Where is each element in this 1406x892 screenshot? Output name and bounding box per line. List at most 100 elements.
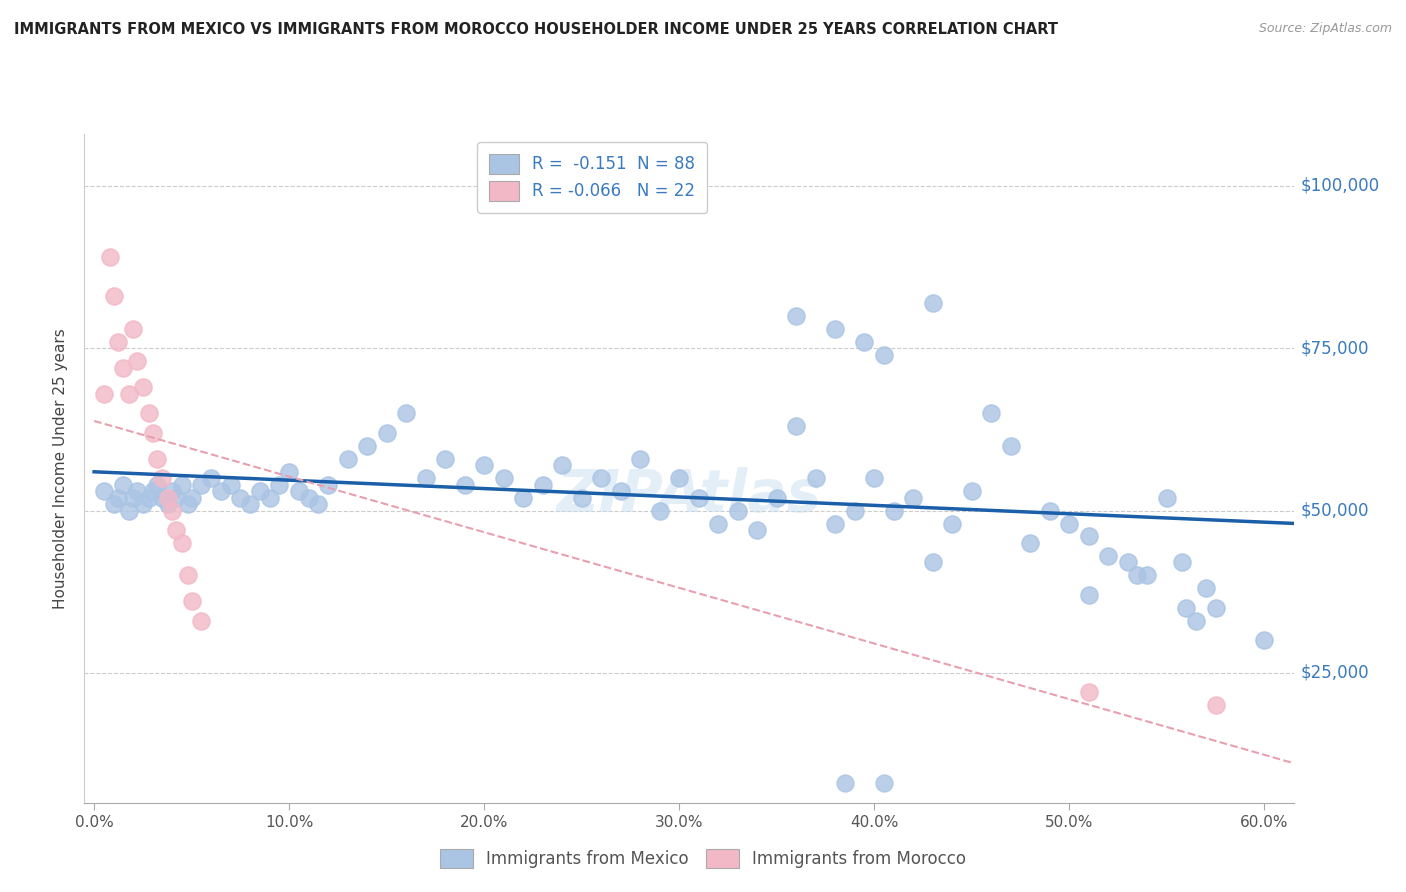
Point bbox=[1077, 529, 1099, 543]
Point bbox=[316, 477, 339, 491]
Point bbox=[1126, 568, 1149, 582]
Point bbox=[165, 491, 187, 505]
Point bbox=[1205, 698, 1227, 713]
Point bbox=[103, 289, 125, 303]
Point bbox=[834, 776, 856, 790]
Point bbox=[118, 386, 141, 401]
Point bbox=[1000, 439, 1022, 453]
Point bbox=[1156, 491, 1178, 505]
Legend: R =  -0.151  N = 88, R = -0.066   N = 22: R = -0.151 N = 88, R = -0.066 N = 22 bbox=[478, 142, 707, 213]
Point bbox=[1116, 556, 1139, 570]
Point bbox=[170, 536, 193, 550]
Point bbox=[804, 471, 827, 485]
Point bbox=[125, 354, 148, 368]
Point bbox=[157, 491, 180, 505]
Point bbox=[628, 451, 651, 466]
Point bbox=[873, 776, 896, 790]
Point bbox=[209, 483, 232, 498]
Point bbox=[356, 439, 378, 453]
Point bbox=[219, 477, 242, 491]
Point bbox=[609, 483, 631, 498]
Text: $25,000: $25,000 bbox=[1301, 664, 1369, 681]
Text: $75,000: $75,000 bbox=[1301, 339, 1369, 357]
Point bbox=[921, 295, 943, 310]
Point bbox=[288, 483, 311, 498]
Point bbox=[1077, 588, 1099, 602]
Point bbox=[1253, 633, 1275, 648]
Point bbox=[415, 471, 437, 485]
Point bbox=[138, 406, 160, 420]
Point bbox=[873, 348, 896, 362]
Point bbox=[1205, 601, 1227, 615]
Point bbox=[200, 471, 222, 485]
Point bbox=[150, 471, 173, 485]
Point bbox=[150, 491, 173, 505]
Point bbox=[122, 321, 145, 335]
Text: ZIPAtlas: ZIPAtlas bbox=[557, 467, 821, 524]
Point bbox=[434, 451, 457, 466]
Point bbox=[980, 406, 1002, 420]
Point bbox=[278, 465, 301, 479]
Point bbox=[165, 523, 187, 537]
Point bbox=[132, 497, 155, 511]
Point bbox=[551, 458, 574, 472]
Point bbox=[103, 497, 125, 511]
Point bbox=[190, 614, 212, 628]
Y-axis label: Householder Income Under 25 years: Householder Income Under 25 years bbox=[53, 328, 69, 608]
Point bbox=[863, 471, 886, 485]
Point bbox=[960, 483, 983, 498]
Point bbox=[132, 380, 155, 394]
Point bbox=[160, 503, 183, 517]
Point bbox=[941, 516, 963, 531]
Point bbox=[138, 491, 160, 505]
Point bbox=[824, 516, 846, 531]
Point bbox=[145, 477, 167, 491]
Point bbox=[336, 451, 359, 466]
Point bbox=[472, 458, 495, 472]
Point bbox=[118, 503, 141, 517]
Point bbox=[747, 523, 769, 537]
Point bbox=[785, 309, 807, 323]
Point bbox=[93, 386, 115, 401]
Point bbox=[177, 568, 200, 582]
Legend: Immigrants from Mexico, Immigrants from Morocco: Immigrants from Mexico, Immigrants from … bbox=[433, 842, 973, 875]
Point bbox=[98, 250, 121, 264]
Point bbox=[1136, 568, 1159, 582]
Point bbox=[824, 321, 846, 335]
Point bbox=[177, 497, 200, 511]
Point bbox=[395, 406, 418, 420]
Point bbox=[160, 483, 183, 498]
Point bbox=[1057, 516, 1080, 531]
Point bbox=[785, 419, 807, 434]
Point bbox=[170, 477, 193, 491]
Point bbox=[229, 491, 252, 505]
Point bbox=[180, 491, 202, 505]
Point bbox=[112, 477, 135, 491]
Point bbox=[512, 491, 534, 505]
Point bbox=[1039, 503, 1062, 517]
Point bbox=[453, 477, 475, 491]
Point bbox=[921, 556, 943, 570]
Point bbox=[259, 491, 281, 505]
Point bbox=[142, 425, 165, 440]
Point bbox=[765, 491, 787, 505]
Point bbox=[249, 483, 271, 498]
Point bbox=[727, 503, 749, 517]
Point bbox=[1195, 582, 1218, 596]
Point bbox=[648, 503, 671, 517]
Text: IMMIGRANTS FROM MEXICO VS IMMIGRANTS FROM MOROCCO HOUSEHOLDER INCOME UNDER 25 YE: IMMIGRANTS FROM MEXICO VS IMMIGRANTS FRO… bbox=[14, 22, 1059, 37]
Point bbox=[1171, 556, 1194, 570]
Point bbox=[1097, 549, 1119, 563]
Point bbox=[844, 503, 866, 517]
Point bbox=[903, 491, 925, 505]
Point bbox=[1175, 601, 1198, 615]
Point bbox=[688, 491, 710, 505]
Point bbox=[853, 334, 876, 349]
Point bbox=[375, 425, 398, 440]
Point bbox=[269, 477, 291, 491]
Text: $100,000: $100,000 bbox=[1301, 177, 1379, 194]
Point bbox=[883, 503, 905, 517]
Point bbox=[157, 497, 180, 511]
Point bbox=[93, 483, 115, 498]
Text: $50,000: $50,000 bbox=[1301, 501, 1369, 519]
